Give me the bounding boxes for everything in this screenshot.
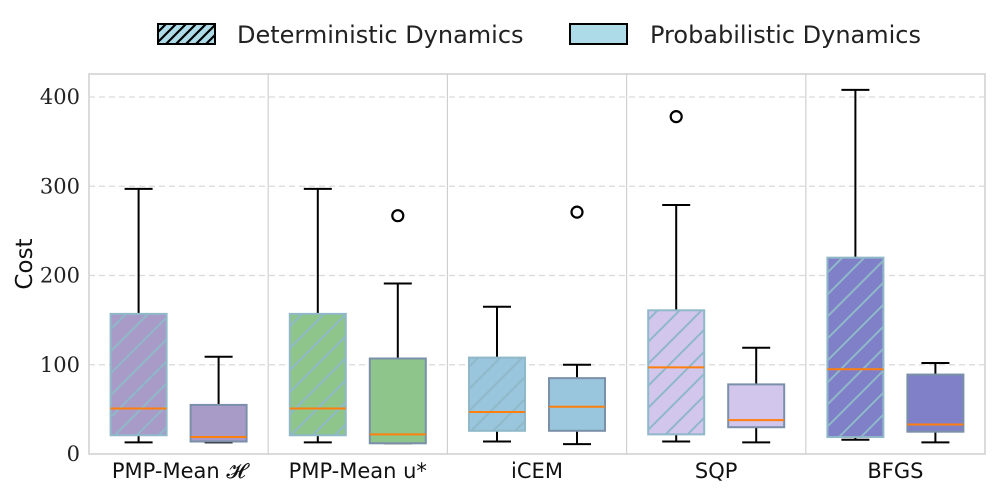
- legend-label-deterministic: Deterministic Dynamics: [237, 21, 524, 49]
- box-group-2: [468, 205, 606, 446]
- legend: Deterministic Dynamics Probabilistic Dyn…: [157, 21, 921, 49]
- y-tick-label-100: 100: [40, 353, 80, 377]
- box-group-1: [288, 187, 427, 445]
- box-group-0: [109, 187, 248, 444]
- x-axis: PMP-Mean 𝓗 PMP-Mean u* iCEM SQP BFGS: [112, 459, 924, 483]
- box-0-deterministic-hatch: [110, 313, 167, 436]
- plot-frame: [88, 73, 986, 455]
- box-group-4: [826, 88, 965, 444]
- box-4-deterministic-hatch: [827, 257, 884, 438]
- y-axis: 0 100 200 300 400: [40, 85, 80, 466]
- box-2-probabilistic-iqr: [548, 377, 606, 432]
- x-tick-label-2: iCEM: [511, 459, 563, 483]
- box-3-deterministic-outlier-0: [669, 110, 683, 124]
- box-0-probabilistic-iqr: [189, 403, 248, 443]
- box-3-deterministic-hatch: [648, 310, 705, 435]
- y-tick-label-400: 400: [40, 85, 80, 109]
- box-1-probabilistic-outlier-0: [391, 209, 405, 223]
- box-0-deterministic: [109, 187, 168, 444]
- y-tick-label-300: 300: [40, 174, 80, 198]
- plot-area: 0 100 200 300 400 PMP-Mean 𝓗 PMP-Mean u* iCEM S…: [40, 73, 986, 483]
- box-4-probabilistic-iqr: [906, 373, 965, 433]
- box-1-deterministic: [288, 187, 347, 444]
- box-1-probabilistic-iqr: [368, 357, 427, 445]
- legend-swatch-hatch-overlay: [157, 23, 216, 45]
- box-1-deterministic-hatch: [289, 313, 346, 436]
- box-0-probabilistic: [189, 355, 248, 444]
- y-tick-label-200: 200: [40, 264, 80, 288]
- x-tick-label-4: BFGS: [867, 459, 923, 483]
- boxes: [109, 88, 965, 446]
- x-tick-label-0: PMP-Mean 𝓗: [112, 459, 250, 483]
- box-4-deterministic: [826, 88, 885, 441]
- x-tick-label-1: PMP-Mean u*: [289, 459, 427, 483]
- box-2-probabilistic: [548, 205, 606, 446]
- box-4-probabilistic: [906, 361, 965, 444]
- box-2-probabilistic-outlier-0: [570, 205, 584, 219]
- box-2-deterministic: [468, 305, 526, 443]
- y-tick-label-0: 0: [67, 442, 80, 466]
- box-2-deterministic-hatch: [469, 357, 525, 431]
- legend-entry-probabilistic: Probabilistic Dynamics: [569, 21, 921, 49]
- x-tick-label-3: SQP: [695, 459, 738, 483]
- box-group-3: [647, 110, 786, 444]
- group-separators: [267, 74, 807, 454]
- legend-label-probabilistic: Probabilistic Dynamics: [650, 21, 921, 49]
- box-1-probabilistic: [368, 209, 427, 445]
- y-axis-title: Cost: [12, 238, 38, 289]
- box-3-deterministic: [647, 110, 706, 443]
- box-3-probabilistic: [727, 346, 786, 444]
- legend-swatch-solid: [569, 23, 628, 45]
- legend-entry-deterministic: Deterministic Dynamics: [157, 21, 524, 49]
